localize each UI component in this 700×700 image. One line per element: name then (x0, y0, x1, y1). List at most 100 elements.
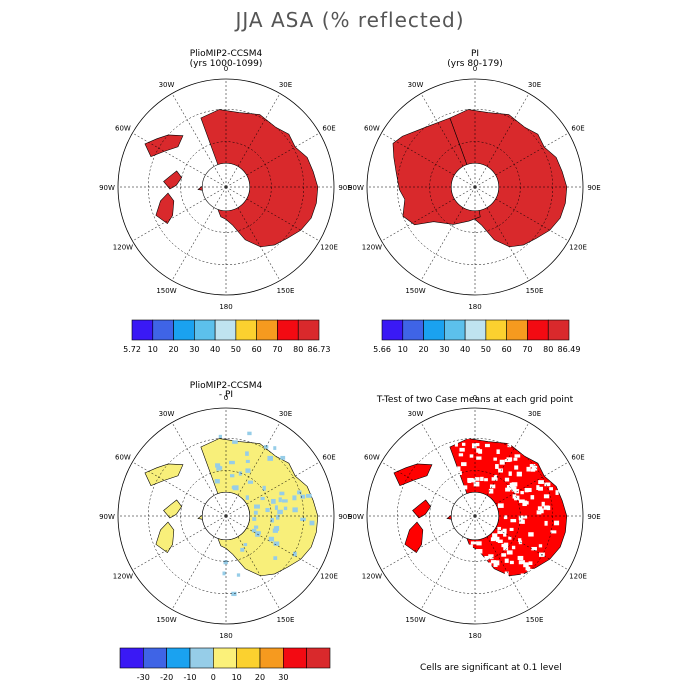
colorbar-label: 10 (398, 345, 408, 354)
grid-cell (503, 533, 507, 537)
grid-cell (554, 520, 560, 526)
figure-title: JJA ASA (% reflected) (235, 8, 465, 32)
grid-cell (473, 481, 480, 487)
grid-cell (467, 588, 473, 593)
meridian-line (225, 186, 320, 242)
grid-cell (513, 438, 519, 442)
grid-cell (525, 581, 531, 586)
colorbar-label: 20 (255, 673, 265, 682)
meridian-line (171, 186, 227, 281)
meridian-line (474, 132, 569, 188)
longitude-label: 60W (115, 454, 131, 462)
grid-cell (245, 459, 250, 463)
grid-cell (232, 440, 238, 444)
longitude-label: 30W (159, 81, 175, 89)
meridian-line (381, 132, 476, 188)
meridian-line (381, 515, 476, 571)
colorbar-swatch (236, 647, 261, 669)
grid-cell (538, 480, 544, 484)
grid-cell (297, 490, 302, 495)
colorbar-label: 10 (232, 673, 242, 682)
grid-cell (463, 598, 467, 603)
colorbar-label: 5.66 (373, 345, 391, 354)
meridian-line (474, 461, 569, 517)
longitude-label: 180 (219, 303, 232, 311)
grid-cell (469, 454, 474, 458)
colorbar-1: 5.72 10 20 30 40 50 60 70 80 86.73 (123, 319, 330, 354)
map-boundary-circle (117, 407, 335, 625)
colorbar-swatch (506, 319, 528, 341)
grid-cell (528, 561, 533, 565)
grid-cell (520, 491, 524, 495)
grid-cell (277, 509, 283, 515)
colorbar-label: 70 (522, 345, 532, 354)
grid-cell (272, 528, 279, 533)
panel-title: PlioMIP2-CCSM4 (190, 49, 263, 59)
grid-cell (243, 543, 248, 547)
colorbar-label: 60 (502, 345, 512, 354)
ice-island (163, 170, 183, 190)
grid-cell (260, 497, 265, 501)
grid-cell (476, 541, 482, 546)
grid-cell (300, 517, 306, 522)
meridian-line (225, 515, 281, 610)
grid-cell (530, 468, 536, 472)
colorbar-swatch (131, 319, 154, 341)
grid-cell (484, 555, 490, 561)
longitude-label: 60W (364, 454, 380, 462)
colorbar-swatch (444, 319, 466, 341)
meridian-line (420, 422, 476, 517)
longitude-label: 90E (587, 513, 600, 521)
grid-cell (215, 463, 221, 468)
grid-cell (309, 520, 315, 526)
colorbar-swatch (166, 647, 191, 669)
grid-cell (493, 457, 497, 461)
grid-cell (555, 490, 559, 495)
grid-cell (524, 487, 529, 493)
grid-cell (522, 515, 528, 519)
grid-cell (462, 577, 467, 581)
longitude-label: 120E (320, 573, 338, 581)
longitude-label: 90E (338, 513, 351, 521)
grid-cell (484, 430, 491, 435)
longitude-label: 30W (408, 81, 424, 89)
grid-cell (273, 446, 277, 450)
grid-cell (496, 449, 500, 455)
grid-cell (306, 493, 312, 498)
grid-cell (506, 457, 513, 462)
grid-cell (240, 547, 245, 552)
meridian-line (225, 93, 281, 188)
grid-cell (537, 506, 543, 511)
grid-cell (497, 503, 504, 508)
grid-cell (518, 560, 523, 565)
colorbar-label: -10 (183, 673, 196, 682)
colorbar-swatch (259, 647, 284, 669)
grid-cell (231, 591, 237, 597)
ice-island (412, 499, 432, 519)
grid-cell (465, 574, 470, 579)
grid-cell (509, 581, 513, 585)
grid-cell (549, 487, 553, 491)
meridian-line (132, 515, 227, 571)
grid-cell (514, 454, 521, 458)
grid-cell (467, 478, 472, 484)
colorbar-label: 30 (439, 345, 449, 354)
meridian-line (474, 422, 530, 517)
colorbar-swatch (283, 647, 307, 669)
grid-cell (532, 573, 536, 577)
grid-cell (231, 485, 236, 489)
grid-cell (550, 530, 557, 534)
grid-cell (267, 455, 274, 461)
longitude-label: 30E (528, 410, 541, 418)
grid-cell (494, 560, 500, 566)
grid-cell (247, 431, 252, 436)
longitude-label: 90W (99, 184, 115, 192)
grid-cell (474, 443, 480, 447)
grid-cell (218, 434, 222, 438)
grid-cell (475, 588, 482, 594)
longitude-label: 90E (587, 184, 600, 192)
grid-cell (238, 471, 242, 476)
longitude-label: 150E (526, 616, 544, 624)
longitude-label: 90E (338, 184, 351, 192)
